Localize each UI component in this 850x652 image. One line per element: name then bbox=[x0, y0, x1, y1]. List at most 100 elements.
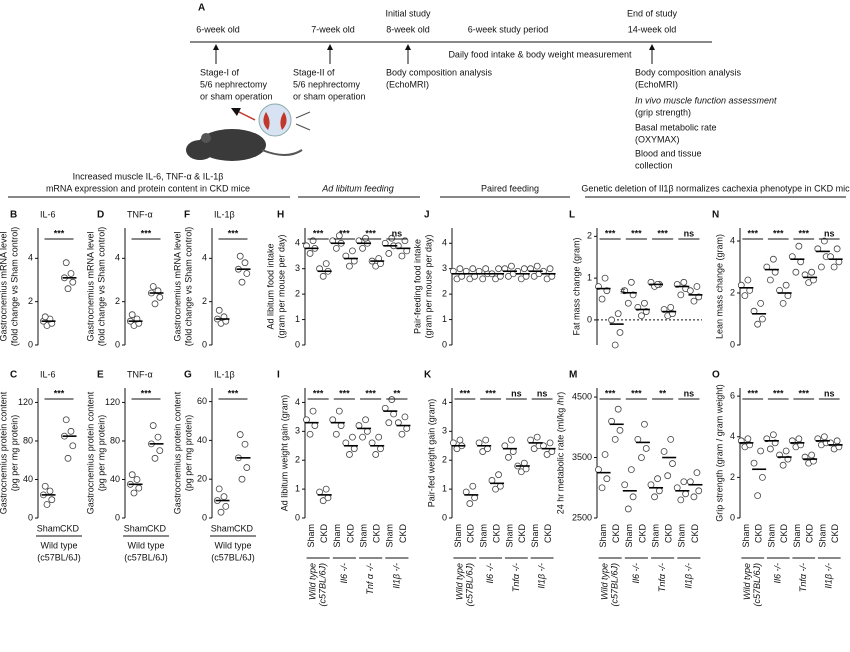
data-point bbox=[655, 487, 663, 495]
group-label: Il6 -/- bbox=[339, 563, 349, 584]
x-tick-label: Sham bbox=[624, 524, 634, 548]
data-point bbox=[346, 262, 353, 270]
data-point bbox=[641, 420, 648, 428]
section-header: Increased muscle IL-6, TNF-α & IL-1β bbox=[73, 171, 224, 181]
group-label: (c57BL/6J) bbox=[124, 552, 168, 562]
data-point bbox=[236, 252, 244, 260]
data-point bbox=[792, 268, 800, 276]
data-point bbox=[634, 435, 642, 443]
data-point bbox=[759, 473, 766, 481]
y-axis-label: Pair-fed weight gain (gram) bbox=[426, 399, 436, 508]
y-tick-label: 3 bbox=[442, 426, 447, 436]
panel-label: E bbox=[97, 370, 104, 381]
group-label: Wild type bbox=[127, 540, 164, 550]
y-tick-label: 2 bbox=[442, 289, 447, 299]
stage-text: Stage-I of bbox=[200, 67, 240, 77]
y-tick-label: 20 bbox=[197, 474, 207, 484]
data-point bbox=[779, 299, 787, 307]
significance: *** bbox=[605, 228, 616, 238]
group-label: Il1β -/- bbox=[391, 563, 401, 589]
y-tick-label: 1 bbox=[587, 273, 592, 283]
data-point bbox=[627, 278, 635, 286]
data-point bbox=[759, 315, 766, 323]
data-point bbox=[398, 252, 406, 260]
significance: *** bbox=[313, 228, 324, 238]
data-point bbox=[614, 310, 622, 318]
data-point bbox=[673, 484, 681, 492]
time-point: 8-week old bbox=[386, 24, 430, 34]
data-point bbox=[62, 416, 70, 424]
panel-label: A bbox=[198, 3, 205, 14]
x-tick-label: Sham bbox=[385, 524, 395, 548]
time-point: 7-week old bbox=[311, 24, 355, 34]
measurement: Daily food intake & body weight measurem… bbox=[448, 49, 632, 59]
data-point bbox=[469, 482, 477, 490]
y-tick-label: 6 bbox=[730, 391, 735, 401]
section-header: Paired feeding bbox=[481, 183, 539, 193]
time-point: 14-week old bbox=[628, 24, 677, 34]
x-tick-label: Sham bbox=[598, 524, 608, 548]
x-tick-label: CKD bbox=[754, 524, 764, 544]
data-point bbox=[401, 413, 409, 421]
data-point bbox=[149, 283, 157, 290]
y-axis-label: (fold change vs Sham control) bbox=[9, 227, 19, 347]
panel-label: D bbox=[97, 210, 104, 221]
group-label: Tnfα -/- bbox=[657, 563, 667, 592]
y-tick-label: 0 bbox=[115, 339, 120, 349]
y-tick-label: 0 bbox=[202, 339, 207, 349]
panel-label: I bbox=[277, 370, 280, 381]
y-axis-label: (pg per mg protein) bbox=[183, 415, 193, 492]
x-tick-label: Sham bbox=[306, 524, 316, 548]
data-point bbox=[322, 260, 330, 268]
y-axis-label: Grip strength (gram / gram weight) bbox=[714, 384, 724, 522]
data-point bbox=[479, 448, 487, 455]
y-axis-label: Gastrocnemius protein content bbox=[0, 391, 8, 514]
y-tick-label: 0 bbox=[587, 314, 592, 324]
significance: *** bbox=[313, 388, 324, 398]
data-point bbox=[482, 436, 490, 444]
data-point bbox=[456, 265, 464, 273]
data-point bbox=[241, 440, 249, 448]
x-tick-label: CKD bbox=[491, 524, 501, 544]
y-tick-label: 2 bbox=[202, 296, 207, 306]
data-point bbox=[757, 447, 765, 455]
y-axis-label: Gastrocnemius protein content bbox=[172, 391, 182, 514]
significance: *** bbox=[631, 228, 642, 238]
data-point bbox=[682, 490, 690, 498]
significance: *** bbox=[54, 388, 65, 398]
data-point bbox=[769, 255, 777, 263]
x-tick-label: Sham bbox=[766, 524, 776, 548]
data-point bbox=[530, 445, 538, 453]
stage-text: or sham operation bbox=[293, 91, 366, 101]
data-point bbox=[808, 268, 816, 276]
section-header: mRNA expression and protein content in C… bbox=[46, 183, 250, 193]
data-point bbox=[654, 475, 661, 483]
data-point bbox=[508, 436, 515, 444]
y-tick-label: 80 bbox=[110, 435, 120, 445]
y-tick-label: 1 bbox=[295, 314, 300, 324]
panel-a: A 6-week old 7-week old Initial study 8-… bbox=[186, 3, 777, 170]
y-tick-label: 1 bbox=[295, 483, 300, 493]
x-tick-label: CKD bbox=[60, 523, 80, 533]
time-point: 6-week old bbox=[196, 24, 240, 34]
x-tick-label: CKD bbox=[779, 524, 789, 544]
data-point bbox=[156, 293, 164, 301]
data-point bbox=[495, 471, 502, 479]
x-tick-label: CKD bbox=[517, 524, 527, 544]
data-point bbox=[222, 502, 230, 510]
group-label: Il1β -/- bbox=[537, 563, 547, 589]
data-point bbox=[151, 300, 159, 308]
y-axis-label: (pg per mg protein) bbox=[9, 415, 19, 492]
data-point bbox=[546, 439, 554, 447]
data-point bbox=[508, 262, 515, 270]
initial-text: (EchoMRI) bbox=[386, 79, 429, 89]
significance: *** bbox=[657, 228, 668, 238]
x-tick-label: CKD bbox=[466, 524, 476, 544]
y-tick-label: 0 bbox=[442, 512, 447, 522]
significance: *** bbox=[141, 388, 152, 398]
data-point bbox=[642, 445, 650, 452]
y-tick-label: 4 bbox=[115, 253, 120, 263]
significance: ns bbox=[684, 228, 695, 238]
